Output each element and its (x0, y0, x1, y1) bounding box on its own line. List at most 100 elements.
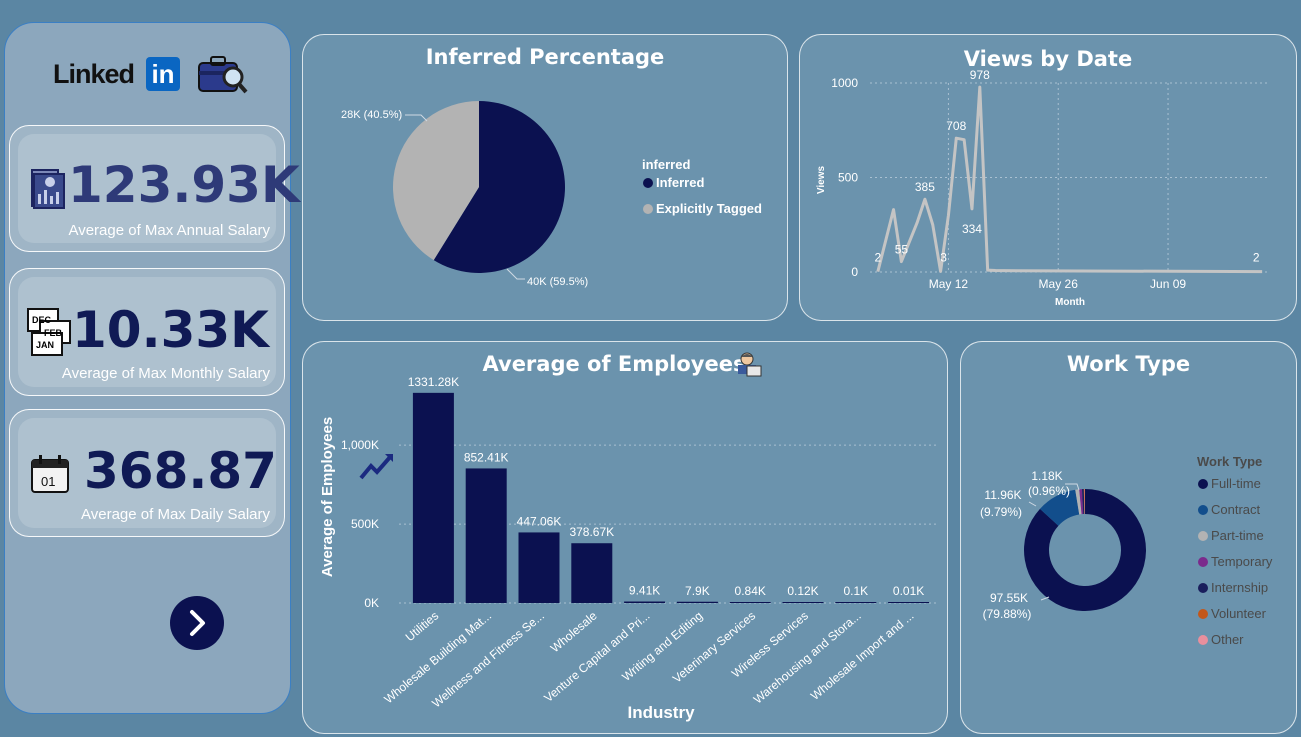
linkedin-in-badge: in (146, 57, 180, 91)
data-label-1: 55 (895, 243, 909, 257)
y-axis-title: Average of Employees (319, 417, 336, 577)
pie-slice-explicitly-tagged (393, 101, 479, 261)
next-page-button[interactable] (170, 596, 224, 650)
work-type-panel: Work Type 97.55K (79.88%) 11.96K (9.79%) 1.1… (960, 341, 1297, 734)
legend-marker-4 (1198, 583, 1208, 593)
salary-report-icon (31, 169, 65, 209)
category-label-0: Utilities (403, 609, 442, 645)
donut-slice-contract (1040, 489, 1080, 526)
bar-data-label-0: 1331.28K (408, 375, 459, 389)
legend-marker-3 (1198, 557, 1208, 567)
legend-marker-5 (1198, 609, 1208, 619)
y-tick-label-0: 0 (851, 265, 858, 279)
x-tick-label-2: Jun 09 (1150, 277, 1186, 291)
inferred-percentage-title: Inferred Percentage (425, 45, 665, 69)
donut-slice-internship (1082, 489, 1085, 515)
legend-marker-2 (1198, 531, 1208, 541)
donut-slice-temporary (1079, 489, 1084, 515)
x-tick-label-1: May 26 (1039, 277, 1079, 291)
bar-5 (676, 601, 718, 603)
data-label-6: 978 (970, 68, 990, 82)
kpi-daily-label: Average of Max Daily Salary (81, 506, 270, 523)
legend-item-inferred: Inferred (656, 175, 704, 190)
legend-title: Work Type (1197, 454, 1262, 469)
work-type-donut-chart: 97.55K (79.88%) 11.96K (9.79%) 1.18K(0.96%) W… (980, 454, 1273, 647)
data-label-5: 334 (962, 222, 982, 236)
leader-line-contract (1028, 501, 1037, 507)
legend-marker-1 (1198, 505, 1208, 515)
legend-item-part-time: Part-time (1211, 528, 1264, 543)
data-label-parttime-value: 1.18K (1031, 469, 1062, 483)
bar-data-label-1: 852.41K (464, 450, 509, 464)
work-type-title: Work Type (1066, 352, 1191, 376)
data-label-4: 708 (946, 119, 966, 133)
legend-item-contract: Contract (1211, 502, 1261, 517)
svg-text:01: 01 (41, 474, 55, 489)
calendar-day-icon: 01 (31, 455, 69, 493)
employees-bar-chart: 0K 500K 1,000K 1331.28K Utilities 852.41K Whol… (319, 375, 937, 722)
kpi-daily-value: 368.87 (84, 442, 277, 500)
data-label-0: 2 (874, 251, 881, 265)
bar-2 (518, 532, 560, 603)
bar-data-label-7: 0.12K (787, 584, 818, 598)
legend-item-explicitly-tagged: Explicitly Tagged (656, 201, 762, 216)
donut-slice-volunteer (1083, 489, 1085, 515)
x-tick-label-0: May 12 (929, 277, 969, 291)
bar-0 (412, 392, 454, 603)
leader-line-fulltime (1040, 596, 1050, 601)
donut-slice-part-time (1075, 489, 1082, 515)
bar-1 (465, 468, 507, 603)
bar-data-label-9: 0.01K (893, 584, 924, 598)
data-label-7: 2 (1253, 251, 1260, 265)
chevron-right-icon (190, 610, 205, 636)
svg-text:JAN: JAN (36, 340, 54, 350)
donut-slice-full-time (1024, 489, 1146, 611)
category-label-9: Wholesale Import and ... (808, 609, 917, 703)
kpi-card-daily: 01 368.87 Average of Max Daily Salary (9, 409, 285, 537)
legend-item-volunteer: Volunteer (1211, 606, 1267, 621)
y-tick-label-1: 500K (351, 517, 379, 531)
kpi-annual-label: Average of Max Annual Salary (68, 222, 270, 239)
data-label-3: 3 (940, 250, 947, 264)
bar-3 (571, 543, 613, 603)
bar-8 (835, 602, 877, 603)
linkedin-logo: Linked in (53, 57, 183, 91)
views-by-date-panel: Views by Date 0 500 1000 May 12 May 26 Jun 09… (799, 34, 1297, 321)
bar-data-label-8: 0.1K (843, 584, 868, 598)
bar-data-label-3: 378.67K (569, 525, 614, 539)
legend-marker-1 (643, 204, 653, 214)
leader-line-explicit (405, 114, 428, 122)
x-axis-title: Month (1055, 297, 1085, 308)
leader-line-inferred (506, 268, 525, 280)
legend-marker-0 (643, 178, 653, 188)
x-axis-title: Industry (627, 703, 695, 722)
inferred-percentage-panel: Inferred Percentage 40K (59.5%) 28K (40.5… (302, 34, 788, 321)
legend-item-internship: Internship (1211, 580, 1268, 595)
data-label-parttime-pct: (0.96%) (1028, 484, 1070, 498)
trend-up-icon (359, 454, 393, 480)
bar-6 (729, 602, 771, 603)
y-tick-label-2: 1,000K (341, 438, 379, 452)
bar-data-label-5: 7.9K (685, 584, 710, 598)
legend-title: inferred (642, 157, 690, 172)
data-label-contract-value: 11.96K (984, 488, 1021, 502)
views-by-date-title: Views by Date (963, 47, 1133, 71)
linkedin-wordmark: Linked (53, 59, 135, 89)
kpi-sidebar: Linked in 123.93K Average of Max Annual … (4, 22, 300, 714)
data-label-2: 385 (915, 180, 935, 194)
calendar-months-icon: DEC FEB JAN (27, 308, 71, 356)
kpi-monthly-value: 10.33K (72, 301, 269, 359)
category-label-4: Venture Capital and Pri... (541, 609, 652, 705)
views-series-line (876, 85, 1263, 274)
legend-item-temporary: Temporary (1211, 554, 1273, 569)
kpi-annual-value: 123.93K (68, 156, 300, 214)
inferred-pie-chart: 40K (59.5%) 28K (40.5%) inferred Inferred Ex… (341, 101, 762, 288)
legend-item-other: Other (1211, 632, 1244, 647)
job-search-briefcase-icon (198, 56, 248, 94)
employee-laptop-icon (738, 352, 762, 377)
kpi-monthly-label: Average of Max Monthly Salary (61, 365, 270, 382)
leader-line-parttime (1065, 483, 1080, 491)
data-label-fulltime-pct: (79.88%) (983, 607, 1032, 621)
data-label-explicit: 28K (40.5%) (341, 109, 402, 121)
bar-data-label-4: 9.41K (629, 584, 660, 598)
